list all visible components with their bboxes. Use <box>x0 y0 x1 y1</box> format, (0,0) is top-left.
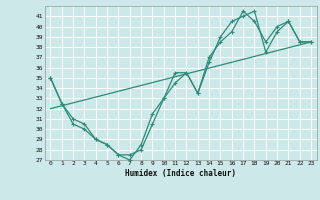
X-axis label: Humidex (Indice chaleur): Humidex (Indice chaleur) <box>125 169 236 178</box>
